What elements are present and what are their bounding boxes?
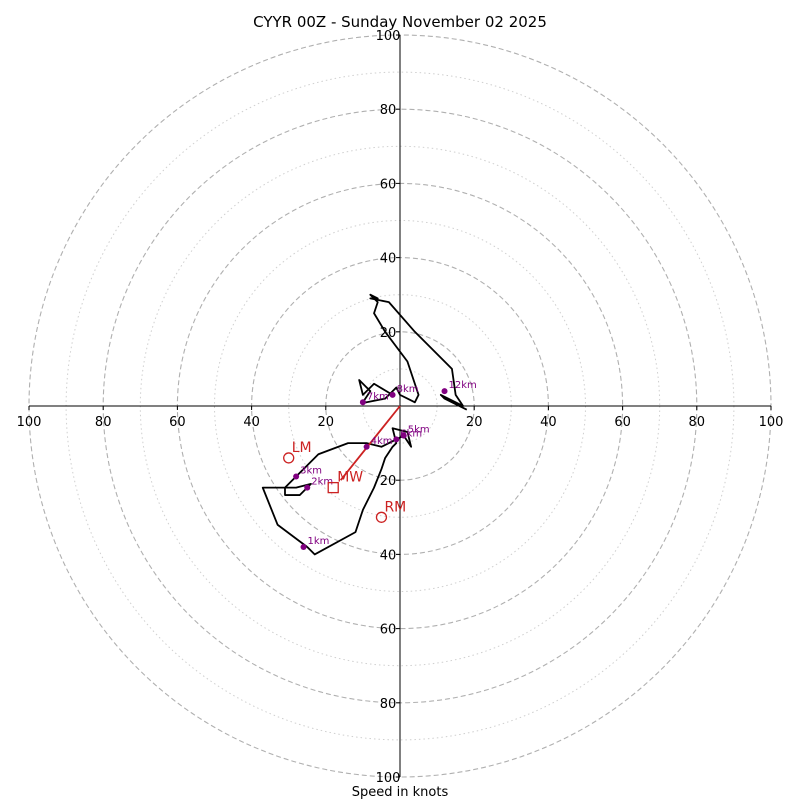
- y-tick-label: 100: [376, 771, 401, 786]
- tick-labels: 100 80 60 40 20 20 40 60 80 100 100 80 60 40 20 20 40 60 8…: [17, 29, 784, 786]
- x-tick-label: 100: [17, 415, 42, 430]
- right-mover-marker: [375, 511, 388, 523]
- height-marker-6km: [393, 436, 400, 443]
- height-label-2km: 2km: [311, 477, 333, 488]
- y-tick-label: 80: [380, 697, 397, 712]
- height-label-12km: 12km: [449, 380, 477, 391]
- y-tick-label: 20: [380, 326, 397, 341]
- x-tick-label: 100: [759, 415, 784, 430]
- storm-motion-markers: MW LM RM: [283, 440, 406, 523]
- height-marker-12km: [441, 388, 448, 395]
- height-marker-8km: [389, 391, 396, 398]
- x-tick-label: 60: [614, 415, 631, 430]
- left-mover-label: LM: [292, 440, 312, 456]
- height-label-8km: 8km: [397, 384, 419, 395]
- height-marker-7km: [359, 399, 366, 406]
- chart-title: CYYR 00Z - Sunday November 02 2025: [253, 13, 547, 31]
- height-label-1km: 1km: [308, 536, 330, 547]
- y-tick-label: 80: [380, 103, 397, 118]
- wind-traces: [261, 293, 468, 556]
- x-tick-label: 20: [466, 415, 483, 430]
- height-label-3km: 3km: [300, 465, 322, 476]
- y-tick-label: 40: [380, 252, 397, 267]
- y-tick-label: 60: [380, 177, 397, 192]
- shear-vector-line: [339, 405, 401, 481]
- x-tick-label: 80: [689, 415, 706, 430]
- height-label-7km: 7km: [367, 391, 389, 402]
- y-tick-label: 100: [376, 29, 401, 44]
- height-marker-4km: [363, 443, 370, 450]
- height-label-6km: 6km: [400, 428, 422, 439]
- height-marker-5km: [400, 432, 407, 439]
- x-tick-label: 20: [318, 415, 335, 430]
- y-tick-label: 40: [380, 548, 397, 563]
- y-tick-label: 60: [380, 623, 397, 638]
- height-marker-1km: [300, 543, 307, 550]
- x-tick-label: 60: [169, 415, 186, 430]
- x-tick-label: 80: [95, 415, 112, 430]
- right-mover-label: RM: [384, 499, 406, 515]
- x-tick-label: 40: [540, 415, 557, 430]
- y-tick-label: 20: [380, 474, 397, 489]
- left-mover-marker: [283, 452, 295, 464]
- height-label-4km: 4km: [371, 436, 393, 447]
- height-label-5km: 5km: [408, 425, 430, 436]
- hodograph-trace-lower: [261, 427, 413, 556]
- height-marker-3km: [293, 473, 300, 480]
- mean-wind-label: MW: [337, 470, 363, 486]
- height-marker-2km: [304, 484, 311, 491]
- hodograph-trace-upper: [358, 293, 468, 411]
- mean-wind-marker: [327, 481, 339, 494]
- shear-vector: [339, 405, 401, 481]
- x-tick-label: 40: [243, 415, 260, 430]
- x-axis-label: Speed in knots: [352, 785, 449, 800]
